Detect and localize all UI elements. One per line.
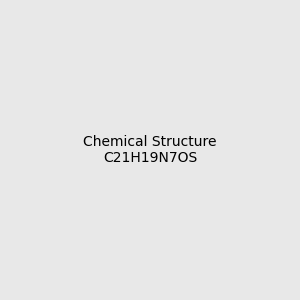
Text: Chemical Structure
C21H19N7OS: Chemical Structure C21H19N7OS	[83, 135, 217, 165]
